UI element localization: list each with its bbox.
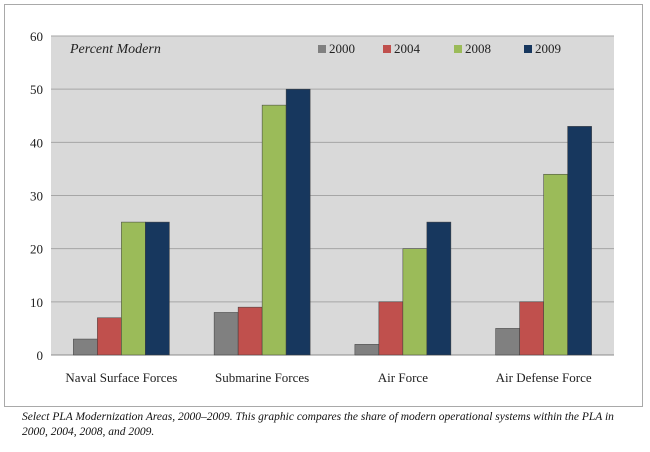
figure-caption: Select PLA Modernization Areas, 2000–200… [22, 411, 614, 438]
x-tick-label: Submarine Forces [215, 370, 309, 385]
legend-label-2000: 2000 [329, 41, 355, 56]
legend-label-2004: 2004 [394, 41, 421, 56]
bar-2009-1 [285, 88, 311, 356]
legend: 2000 2004 2008 2009 [318, 41, 561, 56]
x-tick-label: Naval Surface Forces [65, 370, 177, 385]
bar-2009-0 [145, 221, 170, 356]
bar-2004-2 [378, 301, 404, 356]
x-tick-label: Air Defense Force [496, 370, 592, 385]
bar-2008-3 [543, 173, 568, 356]
y-tick-label: 50 [30, 82, 43, 97]
bar-2000-1 [213, 312, 239, 356]
bar-2009-3 [567, 126, 592, 356]
chart: 0 10 20 30 40 50 60 Naval Surface Forces Submar… [30, 29, 614, 385]
bar-2000-3 [495, 328, 520, 356]
bar-2008-0 [121, 221, 146, 356]
chart-title: Percent Modern [69, 42, 161, 57]
bar-2004-0 [97, 317, 122, 356]
y-tick-label: 20 [30, 242, 43, 257]
y-axis-ticks: 0 10 20 30 40 50 60 [30, 29, 43, 363]
legend-label-2008: 2008 [465, 41, 491, 56]
bar-2000-2 [354, 344, 380, 356]
legend-swatch-2000 [318, 45, 326, 53]
legend-swatch-2009 [524, 45, 532, 53]
bar-2000-0 [73, 338, 98, 356]
legend-label-2009: 2009 [535, 41, 561, 56]
legend-swatch-2004 [383, 45, 391, 53]
y-tick-label: 30 [30, 189, 43, 204]
y-tick-label: 60 [30, 29, 43, 44]
bar-2009-2 [426, 221, 452, 356]
y-tick-label: 10 [30, 295, 43, 310]
bars [73, 88, 592, 356]
y-tick-label: 0 [37, 348, 44, 363]
x-tick-label: Air Force [378, 370, 428, 385]
bar-2004-1 [237, 306, 263, 356]
x-axis-labels: Naval Surface Forces Submarine Forces Air … [65, 370, 591, 385]
y-tick-label: 40 [30, 135, 43, 150]
bar-2008-2 [402, 248, 428, 356]
bar-2004-3 [519, 301, 544, 356]
bar-2008-1 [261, 104, 287, 356]
legend-swatch-2008 [454, 45, 462, 53]
